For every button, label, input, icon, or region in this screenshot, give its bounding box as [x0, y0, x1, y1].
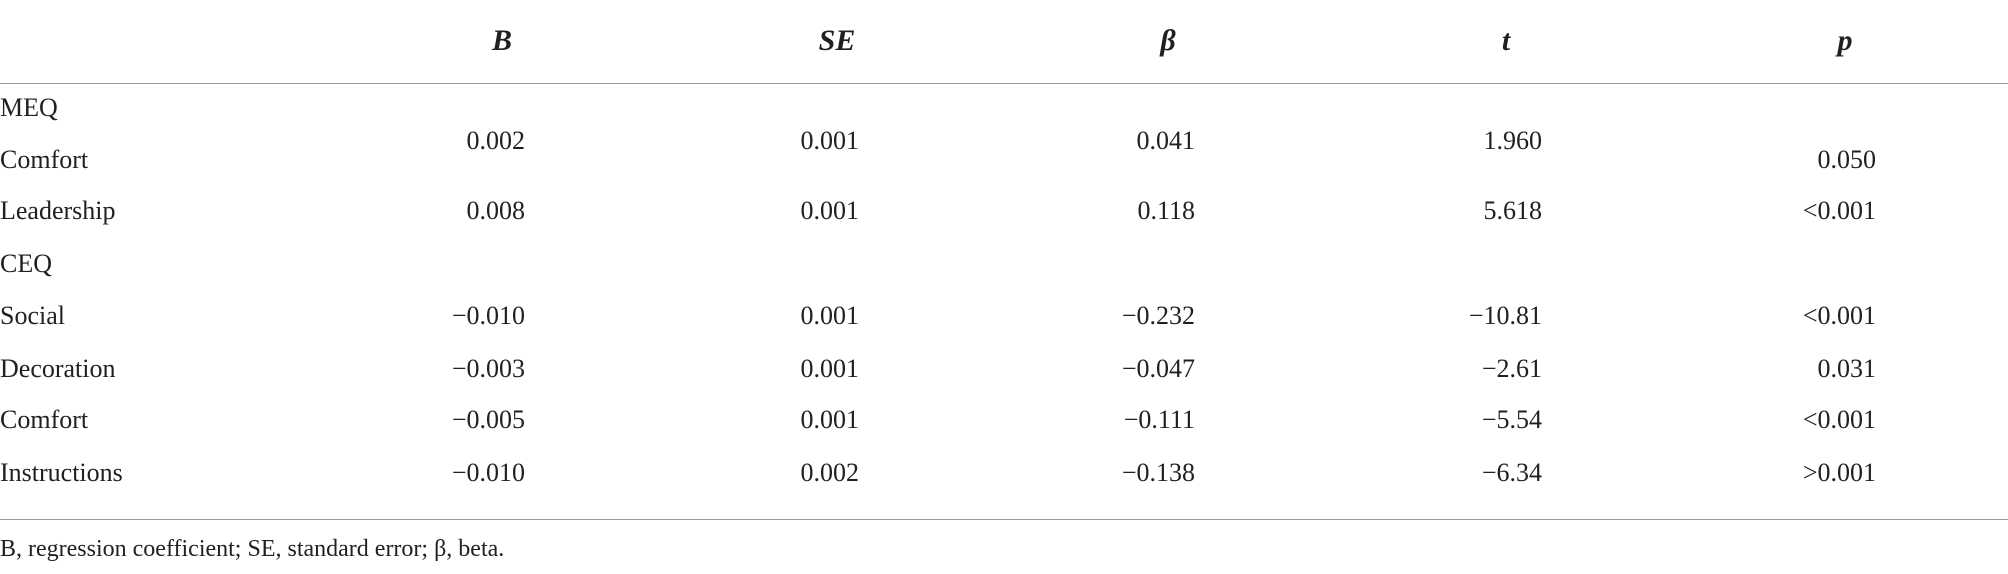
column-header: B: [491, 24, 513, 57]
cell: 0.002: [466, 126, 526, 155]
cell: −6.34: [1481, 458, 1542, 487]
cell: <0.001: [1802, 196, 1876, 225]
group-label: MEQ: [0, 93, 58, 122]
cell: 0.041: [1136, 126, 1196, 155]
cell: 0.008: [466, 196, 526, 225]
cell: −0.111: [1123, 405, 1195, 434]
cell: 0.002: [800, 458, 860, 487]
cell: −0.010: [451, 458, 525, 487]
cell: 0.031: [1817, 354, 1877, 383]
cell: −0.047: [1121, 354, 1195, 383]
column-header: SE: [818, 24, 856, 57]
cell: <0.001: [1802, 301, 1876, 330]
cell: >0.001: [1802, 458, 1876, 487]
cell: −0.232: [1121, 301, 1195, 330]
row-label: Comfort: [0, 145, 89, 174]
cell: 0.001: [800, 196, 860, 225]
cell: <0.001: [1802, 405, 1876, 434]
row-label: Leadership: [0, 196, 116, 225]
cell: 5.618: [1483, 196, 1543, 225]
cell: −10.81: [1468, 301, 1542, 330]
row-label: Social: [0, 301, 65, 330]
cell: −2.61: [1481, 354, 1542, 383]
cell: 0.001: [800, 126, 860, 155]
row-label: Decoration: [0, 354, 116, 383]
cell: 1.960: [1483, 126, 1543, 155]
group-label: CEQ: [0, 249, 52, 278]
footnote: B, regression coefficient; SE, standard …: [0, 536, 505, 562]
bottom-rule: [0, 519, 2008, 520]
cell: 0.001: [800, 405, 860, 434]
header-rule: [0, 83, 2008, 84]
cell: −0.138: [1121, 458, 1195, 487]
row-label: Instructions: [0, 458, 123, 487]
column-header: p: [1837, 24, 1853, 57]
cell: 0.118: [1137, 196, 1195, 225]
cell: −5.54: [1481, 405, 1542, 434]
cell: −0.003: [451, 354, 525, 383]
column-header: t: [1501, 24, 1511, 57]
cell: 0.050: [1817, 145, 1877, 174]
column-header: β: [1160, 24, 1176, 57]
cell: −0.005: [451, 405, 525, 434]
cell: −0.010: [451, 301, 525, 330]
cell: 0.001: [800, 301, 860, 330]
row-label: Comfort: [0, 405, 89, 434]
cell: 0.001: [800, 354, 860, 383]
